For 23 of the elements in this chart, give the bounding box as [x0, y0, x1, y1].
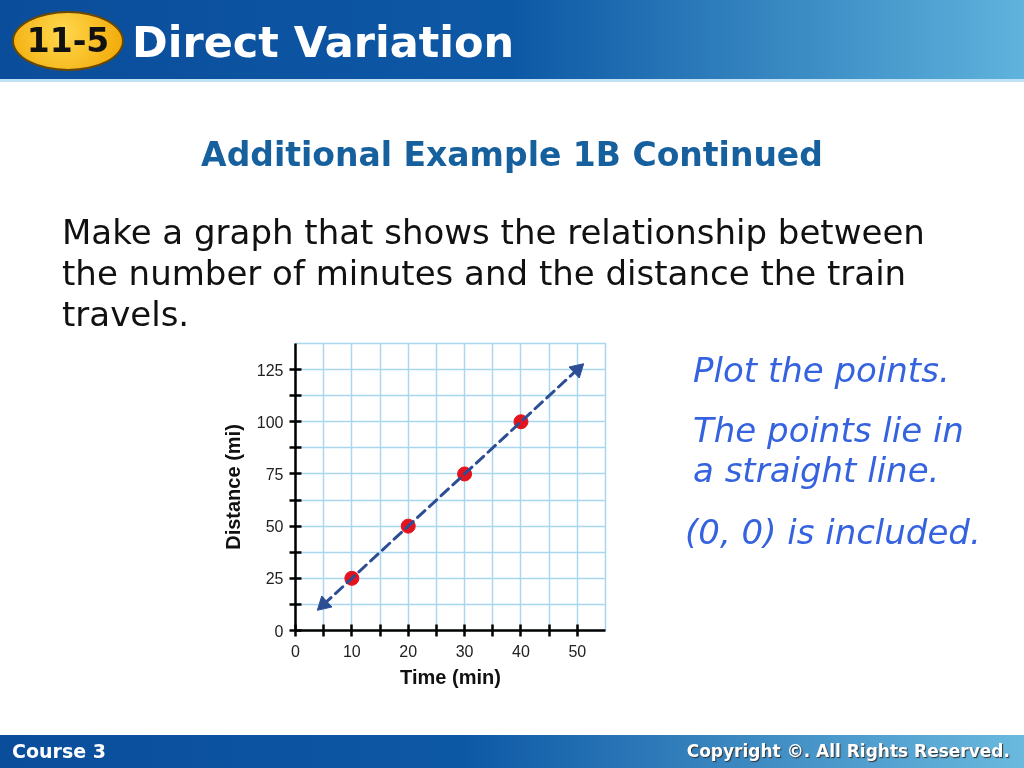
x-axis-title: Time (min) — [400, 665, 501, 688]
chart-title: Direct Variation — [132, 16, 515, 69]
text: 11-5 — [12, 11, 124, 71]
x-tick-label: 20 — [399, 642, 418, 660]
text: Copyright ©. All Rights Reserved. — [686, 740, 1010, 763]
chart-subtitle: Additional Example 1B Continued — [200, 134, 824, 175]
x-tick-label: 50 — [568, 642, 587, 660]
y-tick-label: 25 — [265, 570, 284, 588]
text: Plot the points. — [693, 350, 951, 390]
text: Make a graph that shows the relationship between the number of minutes and the distance the train travels. — [61, 211, 926, 335]
y-tick-label: 50 — [265, 518, 284, 536]
x-tick-label: 40 — [512, 642, 530, 660]
y-axis-title: Distance (mi) — [221, 424, 244, 550]
x-tick-label: 10 — [342, 642, 361, 660]
y-tick-label: 100 — [256, 413, 284, 431]
y-tick-label: 75 — [265, 465, 284, 483]
text: Course 3 — [12, 739, 106, 764]
text: The points lie in a straight line. — [693, 410, 965, 490]
y-tick-label: 0 — [274, 622, 284, 640]
y-tick-label: 125 — [256, 361, 284, 379]
x-tick-label: 0 — [291, 642, 301, 660]
text: (0, 0) is included. — [685, 512, 982, 552]
x-tick-label: 30 — [455, 642, 474, 660]
